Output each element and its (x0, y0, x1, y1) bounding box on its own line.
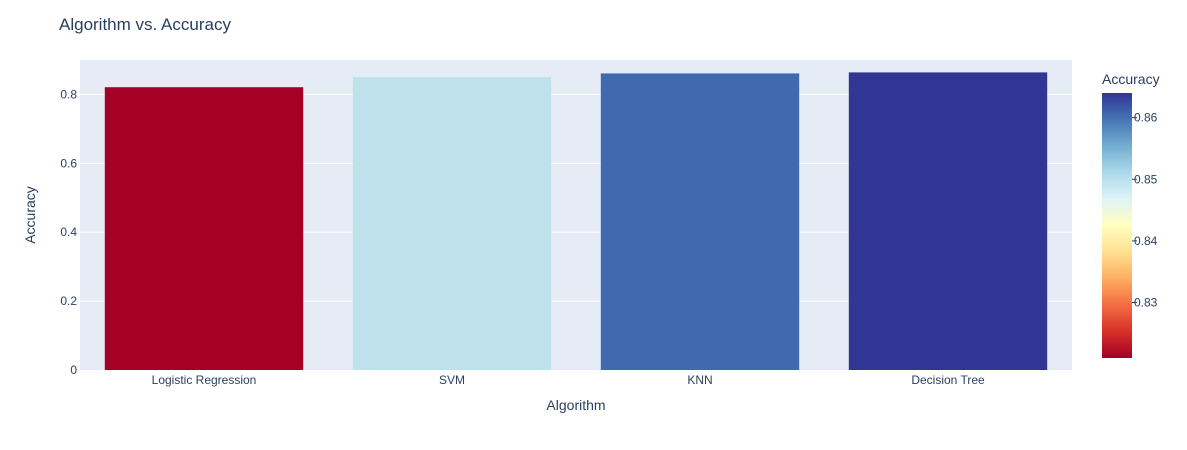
x-axis-ticks: Logistic Regression SVM KNN Decision Tree (152, 373, 985, 387)
y-tick-label: 0 (70, 363, 77, 377)
chart-title: Algorithm vs. Accuracy (59, 15, 231, 34)
colorbar-ticks: 0.83 0.84 0.85 0.86 (1132, 111, 1158, 310)
colorbar-title: Accuracy (1102, 71, 1160, 87)
y-axis-title: Accuracy (22, 186, 38, 244)
bar-decision-tree (848, 72, 1048, 371)
colorbar-tick-label: 0.86 (1134, 111, 1158, 125)
colorbar-tick-label: 0.85 (1134, 172, 1158, 186)
y-tick-label: 0.8 (60, 87, 77, 101)
x-tick-label: SVM (439, 373, 465, 387)
bar-knn (600, 73, 800, 370)
x-axis-title: Algorithm (546, 397, 605, 413)
colorbar-gradient (1102, 93, 1132, 358)
colorbar-tick-label: 0.83 (1134, 296, 1158, 310)
bar-logistic-regression (104, 87, 304, 370)
x-tick-label: Logistic Regression (152, 373, 257, 387)
y-tick-label: 0.2 (60, 294, 77, 308)
x-tick-label: KNN (687, 373, 712, 387)
bar-svm (352, 77, 552, 370)
y-tick-label: 0.4 (60, 225, 77, 239)
bars (104, 72, 1048, 371)
x-tick-label: Decision Tree (911, 373, 985, 387)
colorbar: Accuracy 0.83 0.84 0.85 0.86 (1102, 71, 1160, 358)
y-tick-label: 0.6 (60, 156, 77, 170)
colorbar-tick-label: 0.84 (1134, 234, 1158, 248)
y-axis-ticks: 0 0.2 0.4 0.6 0.8 (60, 87, 77, 377)
